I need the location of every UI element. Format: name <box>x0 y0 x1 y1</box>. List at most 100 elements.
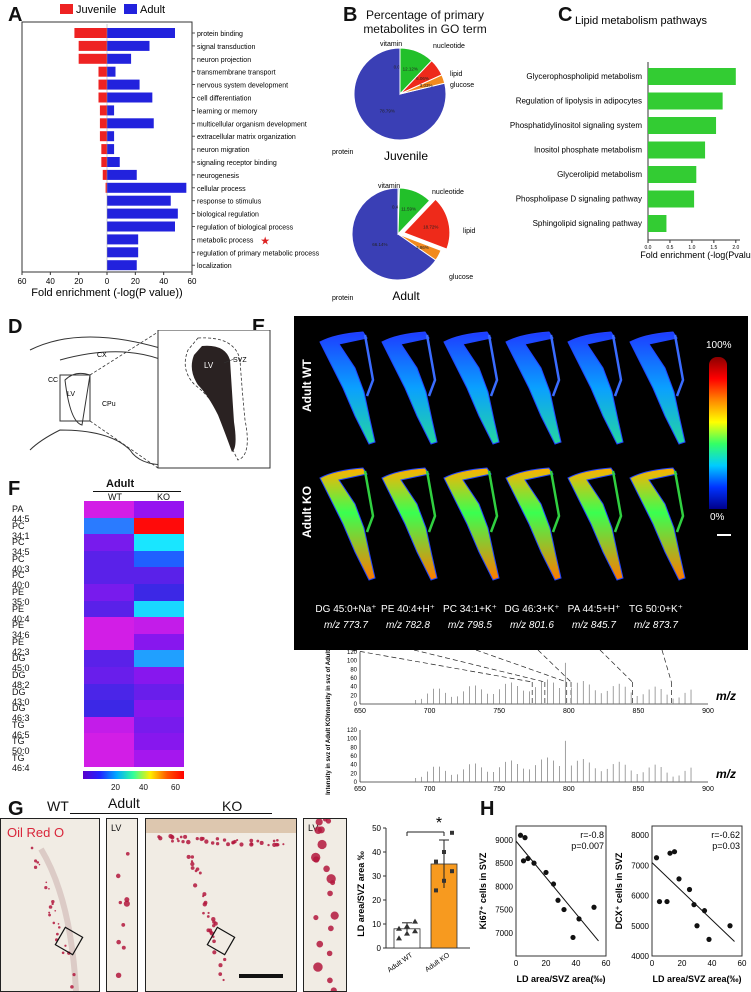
lipid-droplet <box>179 835 183 839</box>
spectrum-link-dash <box>475 650 567 683</box>
heatmap-cell-ko <box>134 750 184 767</box>
scale-top-label: 100% <box>706 340 732 351</box>
term-label: learning or memory <box>197 108 258 115</box>
lipid-droplet <box>38 863 41 866</box>
ko-main-droplets <box>146 819 296 982</box>
g-point <box>396 925 402 931</box>
spectrum-xtick: 850 <box>633 786 645 793</box>
spectrum-ytick: 40 <box>350 763 357 769</box>
g-point <box>442 850 446 854</box>
zoom-line-bottom <box>89 420 159 469</box>
ion-name: PC 34:1+K⁺ <box>443 604 497 615</box>
lipid-droplet <box>115 972 122 979</box>
spectrum-xtick: 900 <box>702 708 714 715</box>
lipid-droplet <box>70 985 74 989</box>
heatmap-cell-wt <box>84 534 134 552</box>
ko-zoom-droplets <box>311 819 339 991</box>
lipid-droplet <box>58 926 61 929</box>
zoom-box <box>59 374 91 422</box>
h-point <box>671 849 678 855</box>
intensity-colorbar <box>709 357 727 509</box>
heatmap-cell-wt <box>84 567 134 585</box>
h-r-value: r=-0.62 <box>711 830 740 840</box>
h-point <box>576 916 582 922</box>
lipid-droplet <box>327 925 334 932</box>
pie-label-vitamin: vitamin <box>380 41 402 48</box>
msi-tissue-edge <box>363 334 375 397</box>
bar-juvenile <box>74 28 107 38</box>
bar-adult <box>107 260 137 271</box>
lipid-droplet <box>48 913 51 917</box>
lipid-droplet <box>267 843 270 847</box>
lipid-droplet <box>118 900 123 905</box>
g-ytick-label: 40 <box>372 848 381 857</box>
panel-b-title-line2: metabolites in GO term <box>363 22 487 36</box>
pie-slice-lipid <box>402 198 451 250</box>
spectrum-ytick: 100 <box>347 737 358 743</box>
bar-adult <box>107 221 175 232</box>
bar-juvenile <box>98 79 107 90</box>
lipid-droplet <box>212 923 216 928</box>
c-bar <box>648 117 717 134</box>
h-point <box>676 876 682 882</box>
g-point <box>412 928 418 934</box>
pie-label-protein: protein <box>332 149 354 156</box>
h-p-value: p=0.03 <box>712 841 740 851</box>
h-point <box>686 886 693 893</box>
spectrum-link-dash <box>537 650 572 683</box>
lipid-droplet <box>316 940 324 948</box>
spectrum-ytick: 120 <box>347 728 358 734</box>
oil-red-ko-main <box>145 818 297 992</box>
msi-scale-bar <box>717 534 731 536</box>
g-point <box>434 888 438 893</box>
lipid-droplet <box>61 951 65 955</box>
msi-tissue-edge <box>487 470 499 533</box>
lipid-droplet <box>124 897 130 903</box>
heatmap-row-label: DG 43:0 <box>12 686 30 707</box>
oil-red-wt-zoom: LV <box>106 818 138 992</box>
lipid-droplet <box>207 911 210 915</box>
pie-label-nucleotide: nucleotide <box>433 43 465 50</box>
h-frame <box>651 825 743 957</box>
h-point <box>517 832 524 838</box>
lipid-droplet <box>330 987 337 991</box>
g-point <box>450 830 454 835</box>
a-axis-tick-label: 40 <box>159 277 168 286</box>
h-point <box>653 855 660 861</box>
h-ytick: 7000 <box>631 861 649 870</box>
lipid-droplet <box>51 902 54 906</box>
pie-slice-protein <box>353 47 447 141</box>
spectrum-xtick: 850 <box>633 708 645 715</box>
lipid-droplet <box>198 871 202 875</box>
heatmap-row-label: PC 34:1 <box>12 520 30 541</box>
legend-swatch-adult <box>124 4 137 14</box>
heatmap-col-ko: KO <box>157 492 171 502</box>
panel-g-barchart: LD area/SVZ area ‰ 0 10 20 30 40 50 Adult WT Ad… <box>356 815 470 974</box>
heatmap-row-label: TG 50:0 <box>12 736 30 757</box>
spectrum-link-dash <box>413 650 545 683</box>
pie-adult-title: Adult <box>392 289 420 303</box>
lipid-droplet <box>311 852 321 863</box>
lipid-droplet <box>256 839 260 843</box>
g-group-line <box>70 813 272 814</box>
heatmap-cell-ko <box>134 733 184 751</box>
lipid-droplet <box>33 865 38 869</box>
term-label: metabolic process <box>197 237 254 244</box>
heatmap-row-label: PE 40:4 <box>12 603 30 624</box>
c-bar <box>648 190 695 208</box>
bar-adult <box>107 195 171 206</box>
h-regression-line <box>515 840 599 942</box>
pie-pct-label: 18.72% <box>423 225 438 230</box>
term-label: signal transduction <box>197 44 255 51</box>
heatmap-cell-ko <box>134 633 184 651</box>
spectrum-ytick: 0 <box>354 780 358 786</box>
a-axis-tick-label: 0 <box>105 277 110 286</box>
lipid-droplet <box>192 883 198 888</box>
g-point <box>450 869 454 874</box>
heatmap-cell-wt <box>84 750 134 767</box>
term-label: nervous system development <box>197 83 288 90</box>
term-label: response to stimulus <box>197 199 262 206</box>
heatmap-row-label: PC 40:3 <box>12 553 30 574</box>
wt-svz-band <box>38 847 79 991</box>
pie-pct-label: 66.14% <box>372 242 387 247</box>
